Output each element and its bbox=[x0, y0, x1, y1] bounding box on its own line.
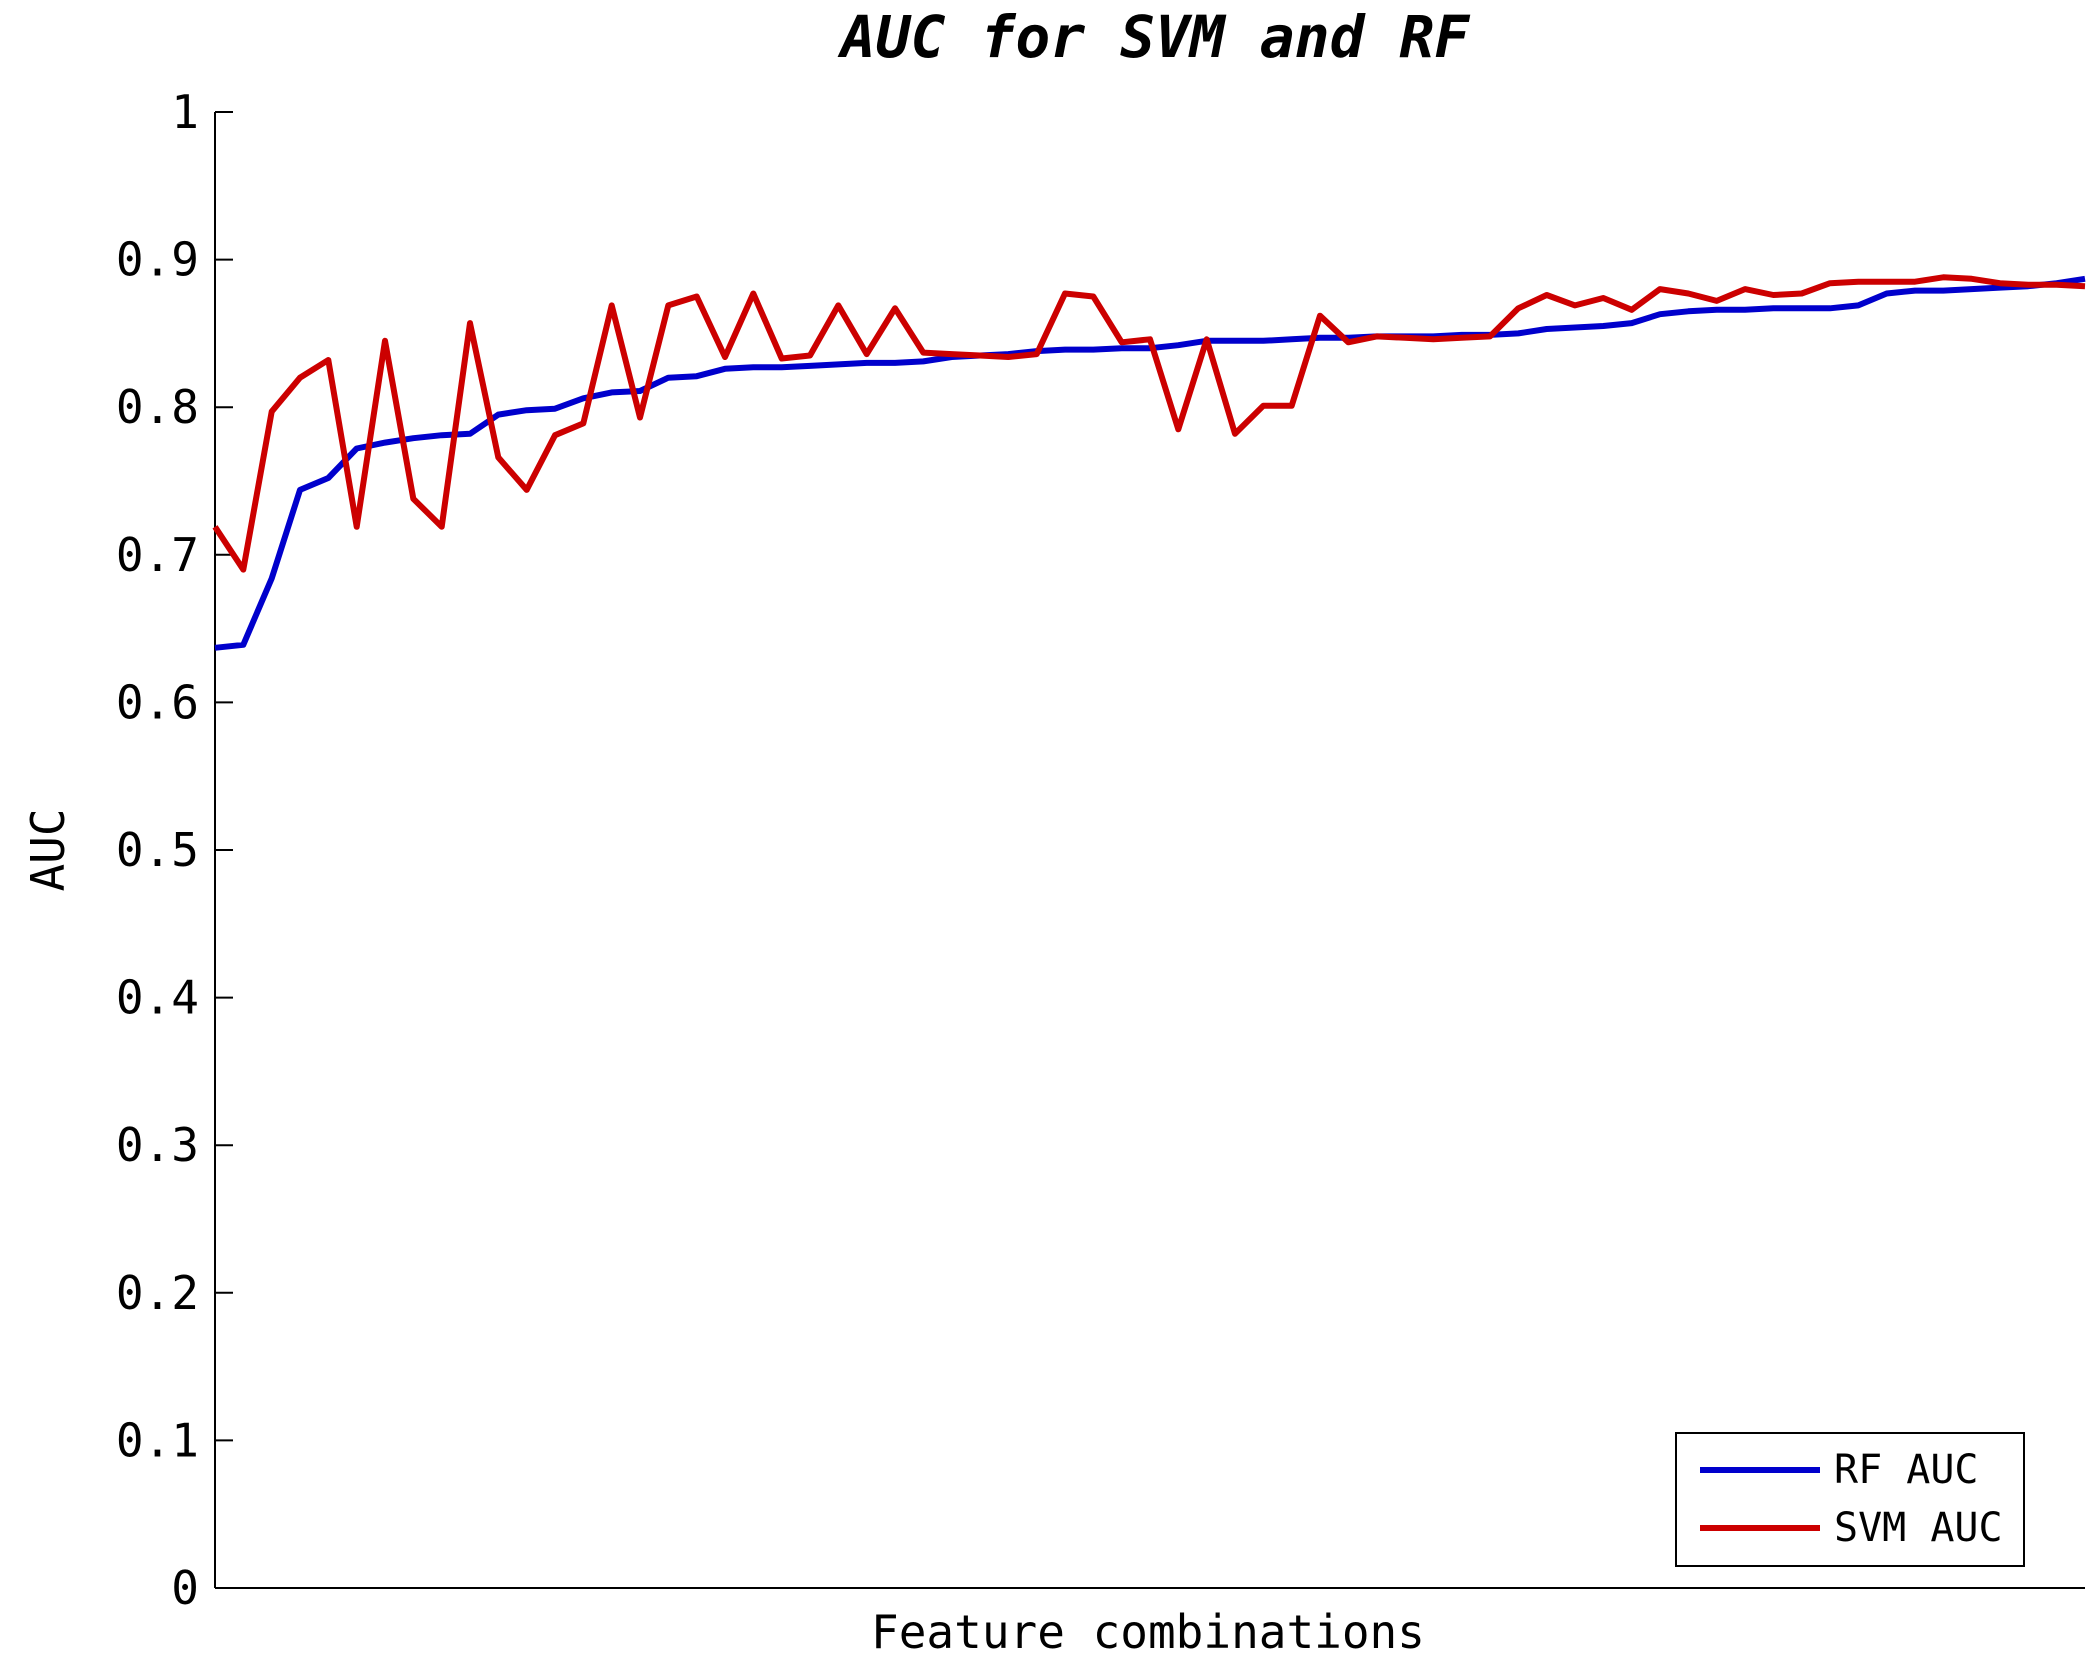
y-tick-label: 0.8 bbox=[116, 380, 199, 434]
y-tick-label: 0.4 bbox=[116, 971, 199, 1025]
y-tick-label: 0.9 bbox=[116, 233, 199, 287]
series-lines bbox=[212, 274, 2086, 651]
y-tick-label: 0.5 bbox=[116, 823, 199, 877]
y-tick-label: 1 bbox=[171, 85, 199, 139]
chart-title: AUC for SVM and RF bbox=[837, 3, 1471, 71]
y-tick-label: 0.2 bbox=[116, 1266, 199, 1320]
legend: RF AUC SVM AUC bbox=[1675, 1432, 2025, 1567]
y-tick-label: 0.7 bbox=[116, 528, 199, 582]
y-tick-label: 0.3 bbox=[116, 1118, 199, 1172]
x-axis-label: Feature combinations bbox=[871, 1605, 1425, 1659]
y-tick-label: 0.1 bbox=[116, 1413, 199, 1467]
legend-label-svm: SVM AUC bbox=[1834, 1505, 2003, 1551]
y-tick-label: 0.6 bbox=[116, 675, 199, 729]
series-line-svm bbox=[212, 274, 2086, 573]
legend-box bbox=[1675, 1432, 2025, 1567]
legend-label-rf: RF AUC bbox=[1834, 1447, 1979, 1493]
y-tick-label: 0 bbox=[171, 1561, 199, 1615]
y-axis-label: AUC bbox=[21, 808, 75, 891]
y-ticks: 0 0.1 0.2 0.3 0.4 0.5 0.6 0.7 0.8 0.9 1 bbox=[116, 85, 233, 1615]
